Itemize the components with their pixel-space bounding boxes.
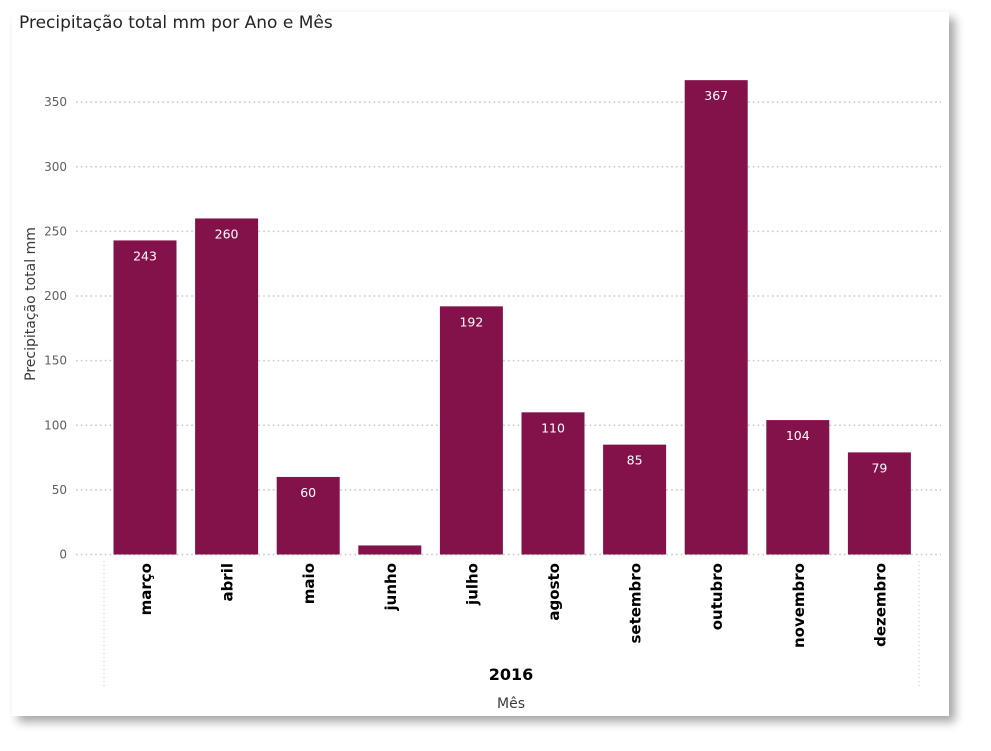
data-label: 110 — [541, 420, 565, 435]
y-tick-label: 150 — [44, 354, 67, 368]
bar-dezembro[interactable] — [847, 452, 911, 555]
y-tick-label: 350 — [44, 95, 67, 109]
category-label-maio: maio — [300, 563, 318, 604]
year-group-label: 2016 — [489, 665, 534, 684]
category-label-novembro: novembro — [790, 563, 808, 648]
bar-abril[interactable] — [195, 218, 259, 555]
category-label-março: março — [137, 563, 155, 615]
y-axis-ticks: 0 50 100 150 200 250 300 350 — [44, 95, 67, 561]
bar-agosto[interactable] — [521, 412, 585, 555]
bar-julho[interactable] — [439, 306, 503, 555]
category-labels: março abril maio junho julho agosto setembro ou… — [137, 563, 889, 648]
bar-março[interactable] — [113, 240, 177, 555]
category-label-abril: abril — [219, 563, 237, 602]
data-label: 60 — [300, 485, 316, 500]
bar-outubro[interactable] — [684, 80, 748, 555]
data-label: 79 — [871, 460, 887, 475]
data-label: 260 — [215, 226, 239, 241]
data-label: 192 — [459, 314, 483, 329]
bar-novembro[interactable] — [766, 420, 830, 555]
x-axis — [103, 561, 920, 689]
x-axis-title: Mês — [497, 696, 525, 712]
category-label-dezembro: dezembro — [871, 563, 889, 647]
bar-junho[interactable] — [358, 545, 422, 555]
category-label-agosto: agosto — [545, 563, 563, 621]
y-tick-label: 250 — [44, 224, 67, 238]
category-label-junho: junho — [382, 563, 400, 611]
data-labels: 243 260 60 192 110 85 367 104 79 — [133, 88, 887, 500]
category-label-setembro: setembro — [627, 563, 645, 644]
category-label-outubro: outubro — [708, 563, 726, 630]
data-label: 243 — [133, 248, 157, 263]
y-tick-label: 100 — [44, 418, 67, 432]
y-tick-label: 0 — [59, 548, 67, 562]
y-tick-label: 200 — [44, 289, 67, 303]
y-tick-label: 50 — [52, 483, 67, 497]
data-label: 367 — [704, 88, 728, 103]
chart-title: Precipitação total mm por Ano e Mês — [19, 13, 333, 33]
y-tick-label: 300 — [44, 160, 67, 174]
data-label: 104 — [786, 428, 810, 443]
bars — [113, 80, 911, 555]
bar-maio[interactable] — [276, 476, 340, 555]
bar-setembro[interactable] — [603, 444, 667, 555]
y-axis-title: Precipitação total mm — [23, 227, 39, 381]
category-label-julho: julho — [463, 563, 481, 606]
data-label: 85 — [627, 453, 643, 468]
